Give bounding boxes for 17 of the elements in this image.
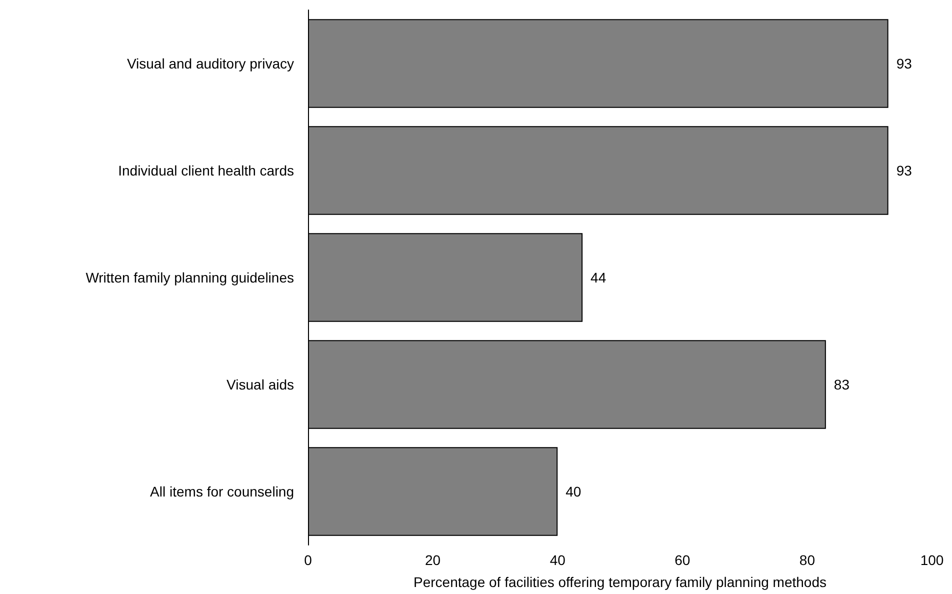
- y-tick-label: Visual and auditory privacy: [126, 56, 294, 72]
- data-label: 40: [566, 484, 582, 500]
- y-tick-label: Written family planning guidelines: [86, 270, 294, 286]
- data-label: 93: [896, 56, 912, 72]
- y-tick-label: All items for counseling: [150, 484, 294, 500]
- data-label: 44: [590, 270, 606, 286]
- data-label: 83: [834, 376, 850, 392]
- x-tick-label: 80: [799, 552, 816, 568]
- y-tick-label: Visual aids: [226, 376, 294, 392]
- x-tick-label: 60: [674, 552, 690, 568]
- data-label: 93: [896, 162, 912, 178]
- x-tick-label: 40: [550, 552, 566, 568]
- x-tick-label: 0: [304, 552, 312, 568]
- x-tick-label: 20: [425, 552, 441, 568]
- y-tick-label: Individual client health cards: [118, 162, 294, 178]
- x-tick-label: 100: [920, 552, 944, 568]
- x-axis-title: Percentage of facilities offering temporary family planning methods: [414, 574, 826, 590]
